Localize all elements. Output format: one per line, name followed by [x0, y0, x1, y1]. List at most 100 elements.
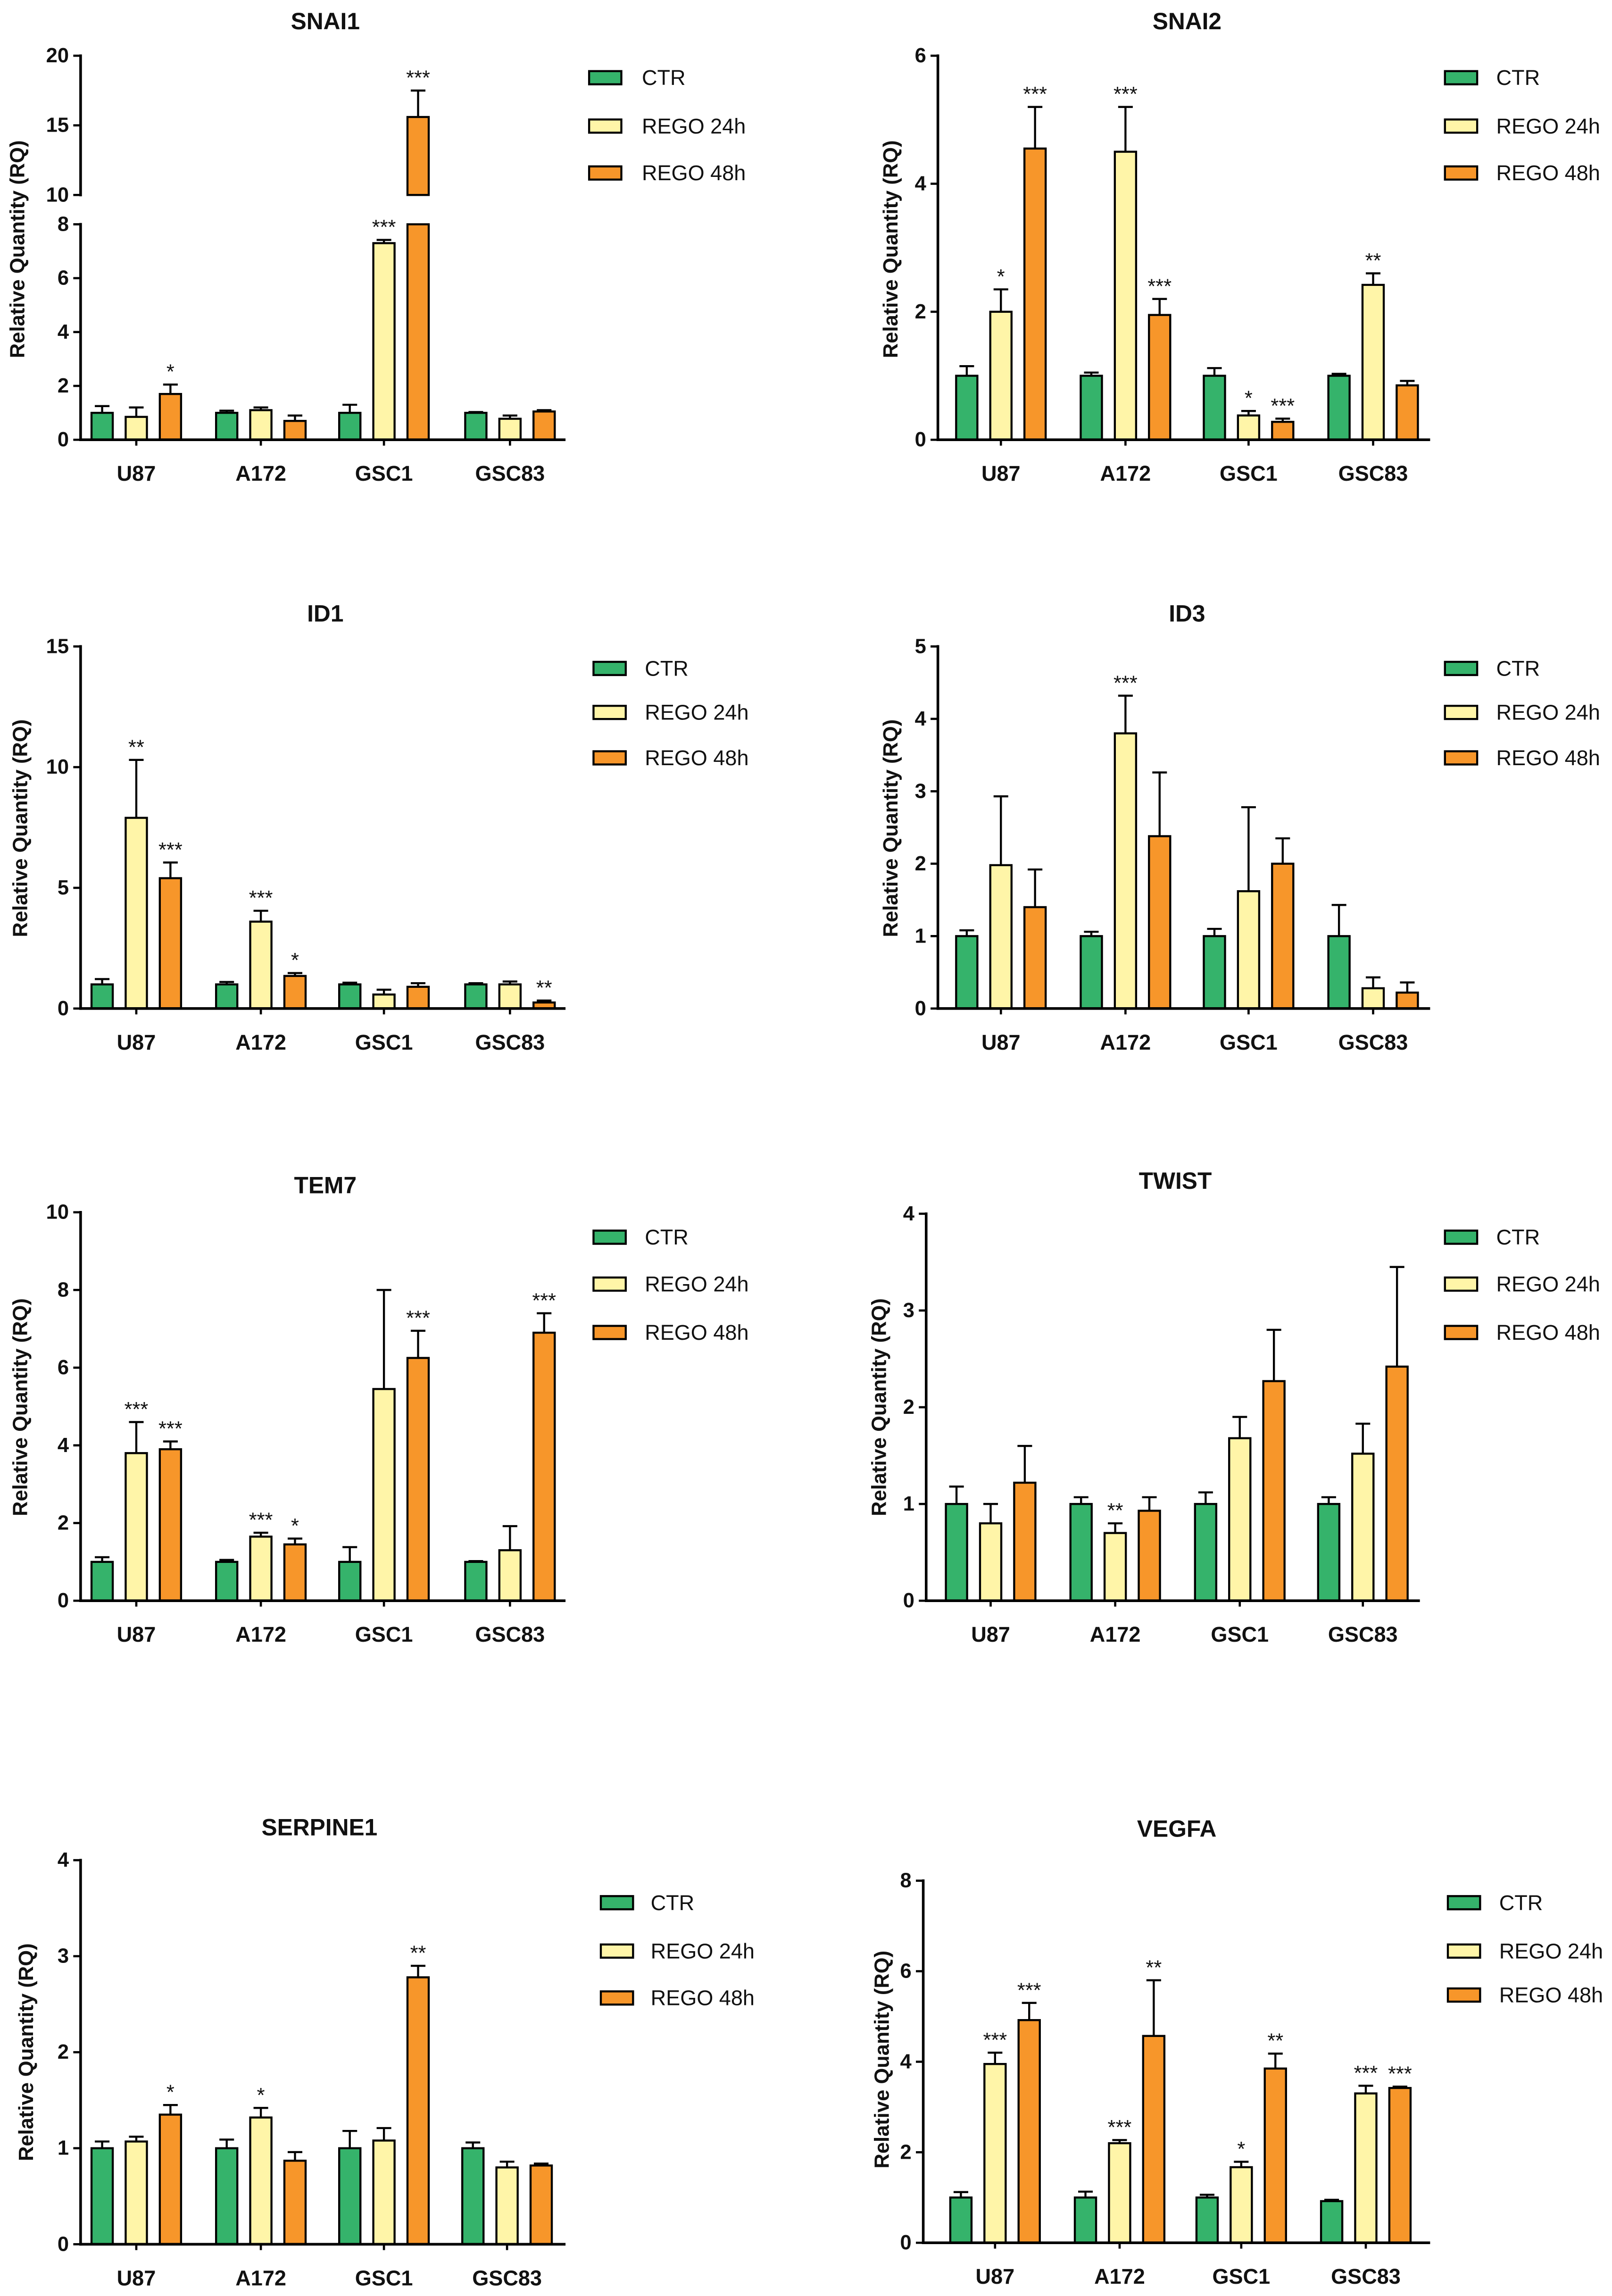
significance-tem7-gsc1-rego-48h: ***	[406, 1307, 430, 1329]
legend-swatch-tem7-rego-24h	[592, 1276, 627, 1292]
bar-snai1-a172-rego-48h	[283, 420, 307, 441]
bar-id1-a172-rego-24h	[249, 920, 273, 1010]
bar-twist-gsc83-rego-48h	[1385, 1365, 1409, 1602]
y-tick-label-tem7-6: 6	[58, 1356, 69, 1379]
bar-id3-gsc83-rego-24h	[1361, 987, 1385, 1010]
bar-snai2-a172-ctr	[1080, 375, 1103, 441]
x-tick-label-tem7-u87: U87	[117, 1622, 156, 1646]
legend-vegfa: CTR REGO 24h REGO 48h	[1446, 1891, 1603, 2007]
legend-swatch-snai1-rego-48h	[588, 165, 623, 181]
significance-serpine1-a172-rego-24h: *	[257, 2084, 265, 2107]
bar-snai1-gsc1-ctr	[338, 411, 362, 441]
chart-panel-twist: TWIST Relative Quantity (RQ) ** 0 1 2 3 4 U87 A17…	[868, 1168, 1600, 1646]
legend-swatch-twist-rego-48h	[1444, 1325, 1479, 1340]
y-tick-label-serpine1-3: 3	[58, 1945, 69, 1968]
bar-snai2-gsc1-rego-48h	[1271, 421, 1295, 441]
y-tick-label-snai2-2: 2	[915, 301, 926, 323]
bar-vegfa-u87-rego-48h	[1017, 2019, 1041, 2244]
legend-label-snai1-rego-24h: REGO 24h	[642, 114, 746, 138]
legend-id1: CTR REGO 24h REGO 48h	[592, 656, 749, 770]
legend-label-tem7-rego-24h: REGO 24h	[645, 1272, 748, 1296]
legend-label-tem7-ctr: CTR	[645, 1225, 689, 1249]
y-tick-label-vegfa-0: 0	[900, 2231, 912, 2254]
legend-id3: CTR REGO 24h REGO 48h	[1444, 656, 1600, 770]
legend-label-serpine1-rego-48h: REGO 48h	[651, 1986, 755, 2010]
bar-snai2-a172-rego-24h	[1113, 150, 1138, 441]
significance-serpine1-gsc1-rego-48h: **	[410, 1942, 426, 1965]
significance-vegfa-u87-rego-48h: ***	[1017, 1979, 1041, 2002]
bar-snai2-gsc1-rego-24h	[1237, 414, 1261, 441]
bar-serpine1-gsc83-rego-48h	[529, 2164, 553, 2246]
x-tick-label-snai2-gsc83: GSC83	[1338, 461, 1408, 485]
y-tick-label-snai1-2: 2	[58, 375, 69, 397]
bar-vegfa-a172-rego-24h	[1108, 2142, 1131, 2244]
y-tick-label-twist-3: 3	[903, 1299, 914, 1322]
significance-id3-a172-rego-24h: ***	[1113, 672, 1138, 694]
significance-tem7-a172-rego-24h: ***	[249, 1509, 273, 1532]
x-tick-label-snai1-u87: U87	[117, 461, 156, 485]
y-tick-label-vegfa-6: 6	[900, 1960, 912, 1983]
legend-swatch-id3-rego-48h	[1444, 750, 1479, 766]
bar-twist-gsc1-rego-24h	[1228, 1437, 1252, 1602]
legend-label-id3-rego-24h: REGO 24h	[1496, 701, 1600, 725]
legend-swatch-snai2-rego-24h	[1444, 118, 1479, 134]
legend-label-snai2-ctr: CTR	[1496, 66, 1540, 90]
bar-snai2-gsc83-rego-48h	[1396, 384, 1419, 441]
y-tick-label-id3-4: 4	[915, 708, 926, 730]
y-axis-label-snai2: Relative Quantity (RQ)	[880, 140, 902, 358]
legend-swatch-twist-ctr	[1444, 1229, 1479, 1245]
bar-id1-gsc1-rego-24h	[372, 993, 396, 1010]
legend-swatch-vegfa-rego-48h	[1446, 1987, 1481, 2003]
legend-swatch-id3-rego-24h	[1444, 705, 1479, 720]
bar-vegfa-u87-rego-24h	[983, 2063, 1007, 2244]
significance-id1-gsc83-rego-48h: **	[536, 977, 552, 1000]
bar-twist-gsc1-rego-48h	[1262, 1380, 1286, 1602]
bar-twist-a172-rego-24h	[1103, 1532, 1127, 1602]
y-tick-label-id3-2: 2	[915, 852, 926, 875]
legend-label-snai1-rego-48h: REGO 48h	[642, 161, 746, 185]
y-tick-label-tem7-10: 10	[46, 1201, 69, 1224]
significance-id1-a172-rego-24h: ***	[249, 887, 273, 910]
y-tick-label-id3-1: 1	[915, 925, 926, 947]
bar-snai2-u87-rego-48h	[1023, 147, 1047, 441]
significance-vegfa-gsc83-rego-24h: ***	[1354, 2062, 1378, 2085]
bar-id3-gsc1-rego-24h	[1237, 890, 1261, 1010]
x-tick-label-snai1-gsc83: GSC83	[475, 461, 545, 485]
significance-vegfa-gsc83-rego-48h: ***	[1388, 2063, 1412, 2086]
y-axis-label-tem7: Relative Quantity (RQ)	[9, 1298, 32, 1516]
x-tick-label-tem7-gsc1: GSC1	[355, 1622, 413, 1646]
y-tick-label-id3-0: 0	[915, 997, 926, 1020]
legend-label-twist-ctr: CTR	[1496, 1225, 1540, 1249]
bar-serpine1-u87-ctr	[90, 2147, 114, 2246]
significance-vegfa-a172-rego-24h: ***	[1108, 2116, 1132, 2139]
y-tick-label-snai1-8: 8	[58, 213, 69, 235]
bar-serpine1-u87-rego-48h	[158, 2113, 183, 2246]
bar-id1-a172-rego-48h	[283, 975, 307, 1010]
legend-swatch-serpine1-rego-48h	[599, 1990, 634, 2006]
chart-title-vegfa: VEGFA	[1137, 1815, 1216, 1842]
x-tick-label-snai1-a172: A172	[235, 461, 286, 485]
y-tick-label-snai1-10: 10	[46, 184, 69, 206]
bar-tem7-gsc1-ctr	[338, 1561, 362, 1602]
y-tick-label-id3-3: 3	[915, 780, 926, 802]
significance-snai1-u87-rego-48h: *	[166, 361, 174, 384]
y-tick-label-snai2-6: 6	[915, 44, 926, 67]
bar-serpine1-gsc83-ctr	[461, 2147, 485, 2246]
legend-label-vegfa-ctr: CTR	[1499, 1891, 1543, 1915]
x-tick-label-snai2-a172: A172	[1100, 461, 1151, 485]
bar-snai1-gsc1-rego-48h-lower	[406, 223, 430, 441]
significance-id1-u87-rego-24h: **	[128, 736, 144, 759]
y-tick-label-snai2-0: 0	[915, 428, 926, 451]
x-tick-label-id1-gsc1: GSC1	[355, 1030, 413, 1054]
legend-swatch-id1-ctr	[592, 660, 627, 676]
bar-id1-gsc83-rego-24h	[498, 983, 522, 1010]
x-tick-label-id1-a172: A172	[235, 1030, 286, 1054]
chart-title-snai2: SNAI2	[1153, 8, 1221, 34]
bar-serpine1-gsc1-rego-24h	[372, 2139, 396, 2246]
significance-snai1-gsc1-rego-48h: ***	[406, 67, 430, 89]
chart-title-serpine1: SERPINE1	[261, 1814, 377, 1840]
legend-swatch-id1-rego-48h	[592, 750, 627, 766]
